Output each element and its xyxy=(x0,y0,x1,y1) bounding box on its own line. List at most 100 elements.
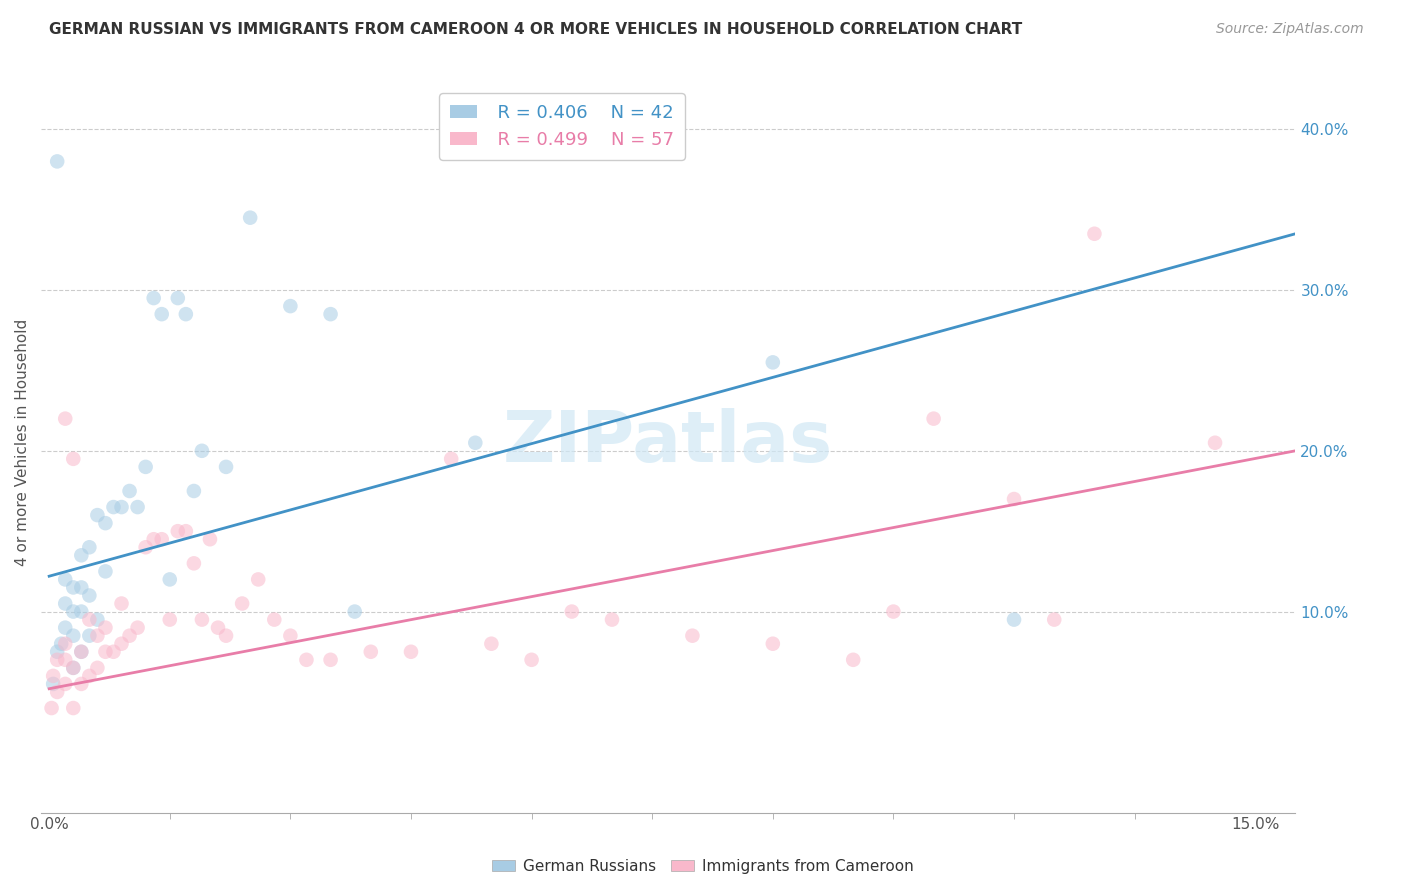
Point xyxy=(70,645,93,659)
Point xyxy=(46,645,69,659)
Point xyxy=(174,307,197,321)
Point xyxy=(86,661,108,675)
Point xyxy=(79,613,101,627)
Point xyxy=(94,565,117,579)
Point xyxy=(62,629,84,643)
Point xyxy=(922,411,945,425)
Legend:   R = 0.406    N = 42,   R = 0.499    N = 57: R = 0.406 N = 42, R = 0.499 N = 57 xyxy=(439,93,685,160)
Point xyxy=(561,605,583,619)
Point xyxy=(319,653,342,667)
Text: Source: ZipAtlas.com: Source: ZipAtlas.com xyxy=(1216,22,1364,37)
Point xyxy=(46,653,69,667)
Point xyxy=(762,355,785,369)
Point xyxy=(166,524,188,538)
Point xyxy=(53,621,76,635)
Point xyxy=(41,701,63,715)
Point xyxy=(53,411,76,425)
Point xyxy=(842,653,865,667)
Point xyxy=(360,645,382,659)
Point xyxy=(135,459,157,474)
Point xyxy=(343,605,366,619)
Point xyxy=(142,533,165,547)
Point xyxy=(762,637,785,651)
Point xyxy=(70,549,93,563)
Point xyxy=(215,459,238,474)
Point xyxy=(86,613,108,627)
Point xyxy=(70,581,93,595)
Point xyxy=(127,621,149,635)
Point xyxy=(198,533,221,547)
Point xyxy=(215,629,238,643)
Point xyxy=(86,629,108,643)
Point xyxy=(247,573,270,587)
Point xyxy=(127,500,149,514)
Point xyxy=(1002,613,1025,627)
Point xyxy=(62,701,84,715)
Point xyxy=(479,637,502,651)
Point xyxy=(295,653,318,667)
Point xyxy=(70,677,93,691)
Point xyxy=(681,629,703,643)
Point xyxy=(46,685,69,699)
Point xyxy=(520,653,543,667)
Point xyxy=(53,637,76,651)
Point xyxy=(70,605,93,619)
Point xyxy=(882,605,904,619)
Point xyxy=(103,645,125,659)
Point xyxy=(142,291,165,305)
Point xyxy=(207,621,229,635)
Point xyxy=(1002,491,1025,506)
Text: ZIPatlas: ZIPatlas xyxy=(503,409,834,477)
Point xyxy=(62,451,84,466)
Point xyxy=(191,443,214,458)
Point xyxy=(53,677,76,691)
Point xyxy=(150,533,173,547)
Point xyxy=(600,613,623,627)
Point xyxy=(103,500,125,514)
Point xyxy=(464,435,486,450)
Point xyxy=(110,597,132,611)
Point xyxy=(79,589,101,603)
Point xyxy=(135,541,157,555)
Point xyxy=(86,508,108,522)
Point xyxy=(191,613,214,627)
Point xyxy=(42,669,65,683)
Point xyxy=(159,573,181,587)
Point xyxy=(51,637,73,651)
Point xyxy=(150,307,173,321)
Point xyxy=(110,500,132,514)
Point xyxy=(174,524,197,538)
Point xyxy=(166,291,188,305)
Point xyxy=(79,669,101,683)
Point xyxy=(62,661,84,675)
Point xyxy=(79,541,101,555)
Point xyxy=(118,629,141,643)
Point xyxy=(94,516,117,530)
Point xyxy=(1204,435,1226,450)
Point xyxy=(1083,227,1105,241)
Point xyxy=(62,581,84,595)
Point xyxy=(94,621,117,635)
Point xyxy=(1043,613,1066,627)
Point xyxy=(42,677,65,691)
Point xyxy=(280,629,302,643)
Point xyxy=(239,211,262,225)
Legend: German Russians, Immigrants from Cameroon: German Russians, Immigrants from Cameroo… xyxy=(486,853,920,880)
Point xyxy=(62,605,84,619)
Text: GERMAN RUSSIAN VS IMMIGRANTS FROM CAMEROON 4 OR MORE VEHICLES IN HOUSEHOLD CORRE: GERMAN RUSSIAN VS IMMIGRANTS FROM CAMERO… xyxy=(49,22,1022,37)
Point xyxy=(319,307,342,321)
Point xyxy=(159,613,181,627)
Point xyxy=(94,645,117,659)
Point xyxy=(280,299,302,313)
Point xyxy=(62,661,84,675)
Point xyxy=(53,573,76,587)
Point xyxy=(46,154,69,169)
Point xyxy=(79,629,101,643)
Point xyxy=(231,597,253,611)
Point xyxy=(263,613,285,627)
Point xyxy=(110,637,132,651)
Point xyxy=(440,451,463,466)
Y-axis label: 4 or more Vehicles in Household: 4 or more Vehicles in Household xyxy=(15,319,30,566)
Point xyxy=(183,557,205,571)
Point xyxy=(53,653,76,667)
